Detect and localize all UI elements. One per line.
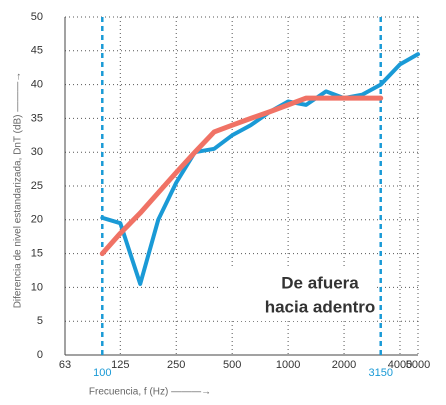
- y-axis-title: Diferencia de nivel estandarizada, DnT (…: [13, 72, 24, 309]
- y-tick-label: 25: [31, 180, 43, 192]
- x-tick-label: 125: [111, 359, 129, 371]
- x-tick-label: 4000: [388, 359, 412, 371]
- y-tick-label: 5: [37, 315, 43, 327]
- y-tick-label: 50: [31, 11, 43, 23]
- annotation: De afuera: [281, 274, 359, 293]
- y-tick-label: 10: [31, 281, 43, 293]
- x-tick-label: 63: [59, 359, 71, 371]
- x-tick-label: 5000: [406, 359, 430, 371]
- annotation-box: [220, 266, 375, 322]
- y-tick-label: 20: [31, 214, 43, 226]
- annotation: hacia adentro: [265, 298, 376, 317]
- y-tick-label: 0: [37, 349, 43, 361]
- y-tick-label: 30: [31, 146, 43, 158]
- marker-label: 3150: [368, 367, 392, 379]
- y-tick-label: 35: [31, 112, 43, 124]
- y-tick-label: 40: [31, 79, 43, 91]
- line-series: [99, 95, 384, 257]
- y-tick-label: 45: [31, 45, 43, 57]
- x-tick-label: 250: [167, 359, 185, 371]
- line-series: [100, 52, 420, 287]
- x-tick-label: 500: [223, 359, 241, 371]
- marker-label: 100: [93, 367, 111, 379]
- x-axis-title: Frecuencia, f (Hz) ———→: [89, 387, 211, 398]
- x-tick-label: 1000: [276, 359, 300, 371]
- y-tick-label: 15: [31, 248, 43, 260]
- x-tick-label: 2000: [332, 359, 356, 371]
